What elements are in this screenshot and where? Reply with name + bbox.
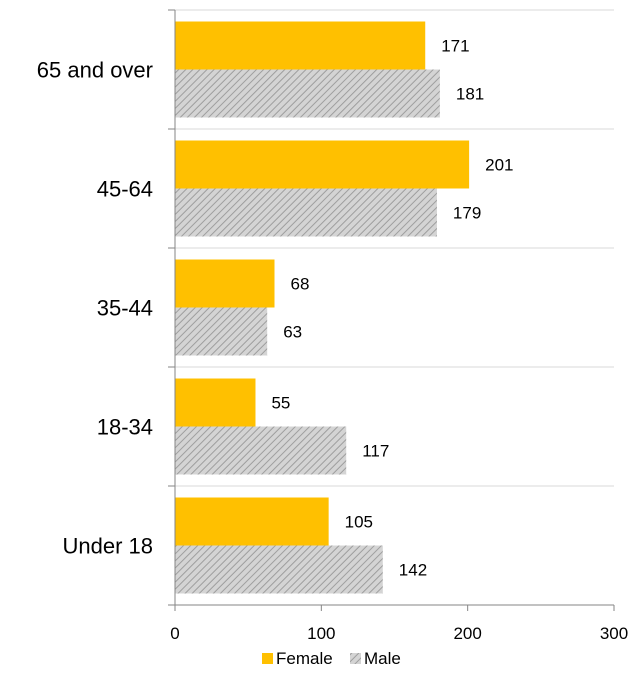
value-label-male-under-18: 142 — [399, 561, 427, 580]
category-label-65-and-over: 65 and over — [37, 58, 153, 83]
category-label-under-18: Under 18 — [62, 534, 153, 559]
value-label-female-45-64: 201 — [485, 156, 513, 175]
axes — [168, 9, 615, 611]
bar-male-35-44 — [175, 307, 268, 356]
x-tick-label-200: 200 — [453, 624, 481, 643]
bar-male-under-18 — [175, 545, 383, 594]
bar-female-35-44 — [175, 259, 275, 308]
bar-female-65-and-over — [175, 21, 426, 70]
category-label-35-44: 35-44 — [97, 296, 153, 321]
legend: Female Male — [262, 649, 401, 668]
grid-lines — [175, 9, 614, 487]
x-tick-label-300: 300 — [600, 624, 628, 643]
value-label-male-18-34: 117 — [362, 442, 389, 461]
category-label-18-34: 18-34 — [97, 415, 153, 440]
legend-swatch-female — [262, 653, 273, 664]
legend-swatch-male — [350, 653, 361, 664]
value-label-female-35-44: 68 — [291, 275, 310, 294]
bar-male-65-and-over — [175, 69, 440, 118]
bars — [175, 21, 470, 594]
value-label-male-45-64: 179 — [453, 204, 481, 223]
bar-female-18-34 — [175, 378, 256, 427]
labels: 171 181 65 and over 201 179 45-64 68 63 35-44 55 1… — [37, 37, 628, 644]
value-label-female-18-34: 55 — [271, 394, 290, 413]
x-tick-label-100: 100 — [307, 624, 335, 643]
legend-label-male: Male — [364, 649, 401, 668]
x-tick-label-0: 0 — [170, 624, 179, 643]
bar-female-under-18 — [175, 497, 329, 546]
bar-male-45-64 — [175, 188, 437, 237]
bar-female-45-64 — [175, 140, 470, 189]
value-label-female-under-18: 105 — [345, 513, 373, 532]
category-label-45-64: 45-64 — [97, 177, 153, 202]
value-label-female-65-and-over: 171 — [441, 37, 469, 56]
value-label-male-65-and-over: 181 — [456, 85, 484, 104]
bar-male-18-34 — [175, 426, 347, 475]
value-label-male-35-44: 63 — [283, 323, 302, 342]
legend-label-female: Female — [276, 649, 333, 668]
